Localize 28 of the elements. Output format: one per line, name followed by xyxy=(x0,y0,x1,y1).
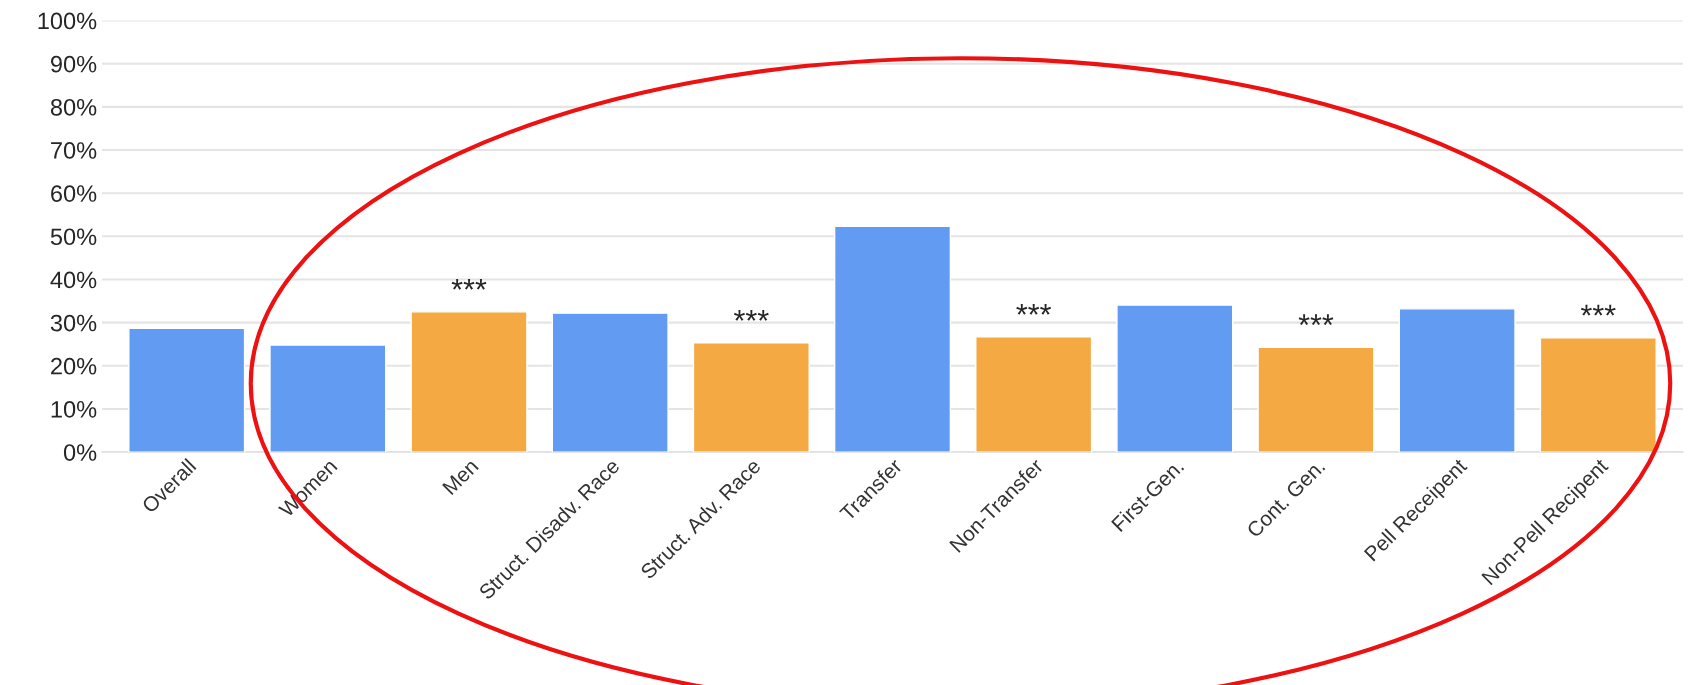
bar xyxy=(692,342,810,453)
annotation: *** xyxy=(451,278,487,290)
y-tick-label: 10% xyxy=(51,401,97,418)
y-tick-label: 70% xyxy=(51,142,97,159)
bar xyxy=(975,336,1093,453)
x-tick-label: Men xyxy=(442,458,479,496)
y-tick-label: 20% xyxy=(51,357,97,375)
annotation: *** xyxy=(733,310,769,321)
y-tick-label: 80% xyxy=(50,98,97,116)
bar xyxy=(1116,304,1234,453)
annotation: *** xyxy=(1298,314,1334,326)
y-tick-label: 60% xyxy=(51,185,97,202)
y-tick-label: 90% xyxy=(50,55,97,73)
bar xyxy=(1398,308,1516,453)
bar xyxy=(551,312,669,453)
bar xyxy=(128,327,246,453)
bar xyxy=(269,344,387,453)
y-tick-label: 0% xyxy=(63,444,97,461)
y-tick-label: 30% xyxy=(50,314,97,332)
bar xyxy=(1539,337,1657,453)
y-tick-label: 100% xyxy=(38,12,97,30)
y-tick-label: 40% xyxy=(50,271,97,289)
y-tick-label: 50% xyxy=(50,228,97,246)
annotation: *** xyxy=(1016,303,1052,315)
bar xyxy=(410,311,528,453)
bar xyxy=(833,225,952,453)
annotation: *** xyxy=(1580,304,1616,316)
bar xyxy=(1257,346,1375,453)
